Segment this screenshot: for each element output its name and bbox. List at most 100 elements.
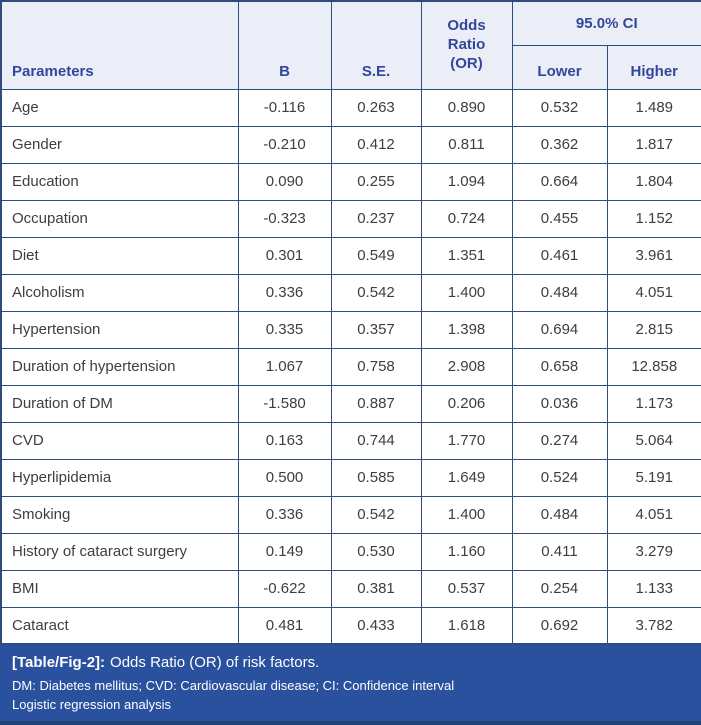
se-value-cell: 0.412 [330, 125, 422, 164]
se-value-cell: 0.255 [330, 162, 422, 201]
or-value-cell: 0.206 [420, 384, 513, 423]
ci-lower-cell: 0.664 [511, 162, 608, 201]
parameter-cell: Education [0, 162, 239, 201]
table-row: Cataract 0.481 0.433 1.618 0.692 3.782 [0, 606, 701, 645]
column-header-se: S.E. [330, 0, 422, 90]
ci-lower-cell: 0.658 [511, 347, 608, 386]
or-value-cell: 1.649 [420, 458, 513, 497]
se-value-cell: 0.263 [330, 88, 422, 127]
ci-higher-cell: 3.961 [606, 236, 701, 275]
or-value-cell: 0.537 [420, 569, 513, 608]
b-value-cell: 0.336 [237, 273, 332, 312]
ci-higher-cell: 5.191 [606, 458, 701, 497]
ci-lower-cell: 0.484 [511, 273, 608, 312]
parameter-cell: Diet [0, 236, 239, 275]
b-value-cell: 0.149 [237, 532, 332, 571]
table-row: Duration of DM -1.580 0.887 0.206 0.036 … [0, 384, 701, 423]
table-row: CVD 0.163 0.744 1.770 0.274 5.064 [0, 421, 701, 460]
column-header-ci-higher: Higher [606, 44, 701, 90]
table-row: Alcoholism 0.336 0.542 1.400 0.484 4.051 [0, 273, 701, 312]
table-row: Duration of hypertension 1.067 0.758 2.9… [0, 347, 701, 386]
or-value-cell: 0.811 [420, 125, 513, 164]
parameter-cell: Alcoholism [0, 273, 239, 312]
parameter-cell: Hyperlipidemia [0, 458, 239, 497]
table-row: Hypertension 0.335 0.357 1.398 0.694 2.8… [0, 310, 701, 349]
table-body: Age -0.116 0.263 0.890 0.532 1.489 Gende… [0, 88, 701, 645]
ci-higher-cell: 3.279 [606, 532, 701, 571]
b-value-cell: 0.481 [237, 606, 332, 645]
ci-lower-cell: 0.694 [511, 310, 608, 349]
parameter-cell: Cataract [0, 606, 239, 645]
table-row: Age -0.116 0.263 0.890 0.532 1.489 [0, 88, 701, 127]
ci-lower-cell: 0.484 [511, 495, 608, 534]
ci-higher-cell: 12.858 [606, 347, 701, 386]
table-row: BMI -0.622 0.381 0.537 0.254 1.133 [0, 569, 701, 608]
or-value-cell: 1.351 [420, 236, 513, 275]
se-value-cell: 0.237 [330, 199, 422, 238]
b-value-cell: -1.580 [237, 384, 332, 423]
se-value-cell: 0.542 [330, 495, 422, 534]
table-row: Occupation -0.323 0.237 0.724 0.455 1.15… [0, 199, 701, 238]
b-value-cell: 1.067 [237, 347, 332, 386]
se-value-cell: 0.585 [330, 458, 422, 497]
table-row: Hyperlipidemia 0.500 0.585 1.649 0.524 5… [0, 458, 701, 497]
figure-title: Odds Ratio (OR) of risk factors. [110, 654, 320, 671]
parameter-cell: Smoking [0, 495, 239, 534]
se-value-cell: 0.433 [330, 606, 422, 645]
or-value-cell: 1.770 [420, 421, 513, 460]
b-value-cell: -0.622 [237, 569, 332, 608]
column-header-parameters: Parameters [0, 0, 239, 90]
ci-higher-cell: 1.152 [606, 199, 701, 238]
se-value-cell: 0.381 [330, 569, 422, 608]
ci-lower-cell: 0.254 [511, 569, 608, 608]
or-value-cell: 1.094 [420, 162, 513, 201]
b-value-cell: 0.500 [237, 458, 332, 497]
method-note: Logistic regression analysis [12, 697, 171, 712]
table-row: Diet 0.301 0.549 1.351 0.461 3.961 [0, 236, 701, 275]
b-value-cell: 0.301 [237, 236, 332, 275]
ci-lower-cell: 0.036 [511, 384, 608, 423]
or-value-cell: 1.398 [420, 310, 513, 349]
ci-lower-cell: 0.461 [511, 236, 608, 275]
odds-ratio-table: Parameters B S.E. Odds Ratio (OR) 95.0% … [0, 0, 701, 645]
ci-higher-cell: 1.133 [606, 569, 701, 608]
parameter-cell: Age [0, 88, 239, 127]
se-value-cell: 0.744 [330, 421, 422, 460]
column-header-ci-lower: Lower [511, 44, 608, 90]
parameter-cell: Gender [0, 125, 239, 164]
table-row: Gender -0.210 0.412 0.811 0.362 1.817 [0, 125, 701, 164]
b-value-cell: -0.116 [237, 88, 332, 127]
se-value-cell: 0.542 [330, 273, 422, 312]
or-value-cell: 1.400 [420, 273, 513, 312]
ci-lower-cell: 0.455 [511, 199, 608, 238]
se-value-cell: 0.549 [330, 236, 422, 275]
b-value-cell: 0.163 [237, 421, 332, 460]
ci-higher-cell: 3.782 [606, 606, 701, 645]
se-value-cell: 0.530 [330, 532, 422, 571]
ci-higher-cell: 2.815 [606, 310, 701, 349]
parameter-cell: Occupation [0, 199, 239, 238]
or-value-cell: 1.618 [420, 606, 513, 645]
ci-higher-cell: 4.051 [606, 495, 701, 534]
b-value-cell: -0.323 [237, 199, 332, 238]
ci-higher-cell: 1.804 [606, 162, 701, 201]
b-value-cell: 0.336 [237, 495, 332, 534]
se-value-cell: 0.357 [330, 310, 422, 349]
parameter-cell: CVD [0, 421, 239, 460]
ci-higher-cell: 5.064 [606, 421, 701, 460]
ci-higher-cell: 1.489 [606, 88, 701, 127]
caption-title-line: [Table/Fig-2]: Odds Ratio (OR) of risk fa… [12, 652, 689, 673]
parameter-cell: BMI [0, 569, 239, 608]
b-value-cell: 0.090 [237, 162, 332, 201]
table-row: Smoking 0.336 0.542 1.400 0.484 4.051 [0, 495, 701, 534]
se-value-cell: 0.758 [330, 347, 422, 386]
ci-lower-cell: 0.532 [511, 88, 608, 127]
ci-higher-cell: 4.051 [606, 273, 701, 312]
or-value-cell: 2.908 [420, 347, 513, 386]
table-row: Education 0.090 0.255 1.094 0.664 1.804 [0, 162, 701, 201]
parameter-cell: History of cataract surgery [0, 532, 239, 571]
ci-lower-cell: 0.692 [511, 606, 608, 645]
parameter-cell: Duration of hypertension [0, 347, 239, 386]
figure-label: [Table/Fig-2]: [12, 654, 106, 671]
or-value-cell: 0.724 [420, 199, 513, 238]
